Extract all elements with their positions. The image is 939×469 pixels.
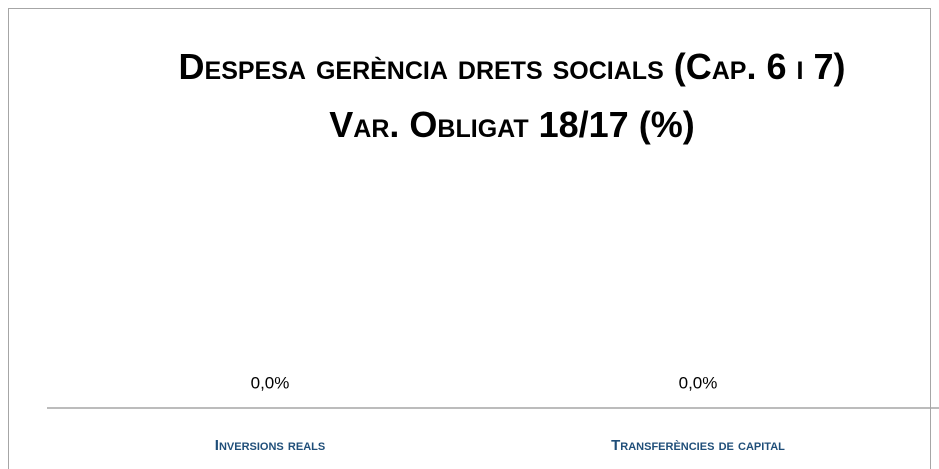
x-tick-label: Transferències de capital: [611, 437, 785, 454]
chart-title: Despesa gerència drets socials (Cap. 6 i…: [178, 46, 846, 145]
chart-border: [8, 8, 931, 469]
data-label: 0,0%: [679, 373, 718, 392]
x-tick-label: Inversions reals: [215, 437, 325, 454]
data-label: 0,0%: [251, 373, 290, 392]
